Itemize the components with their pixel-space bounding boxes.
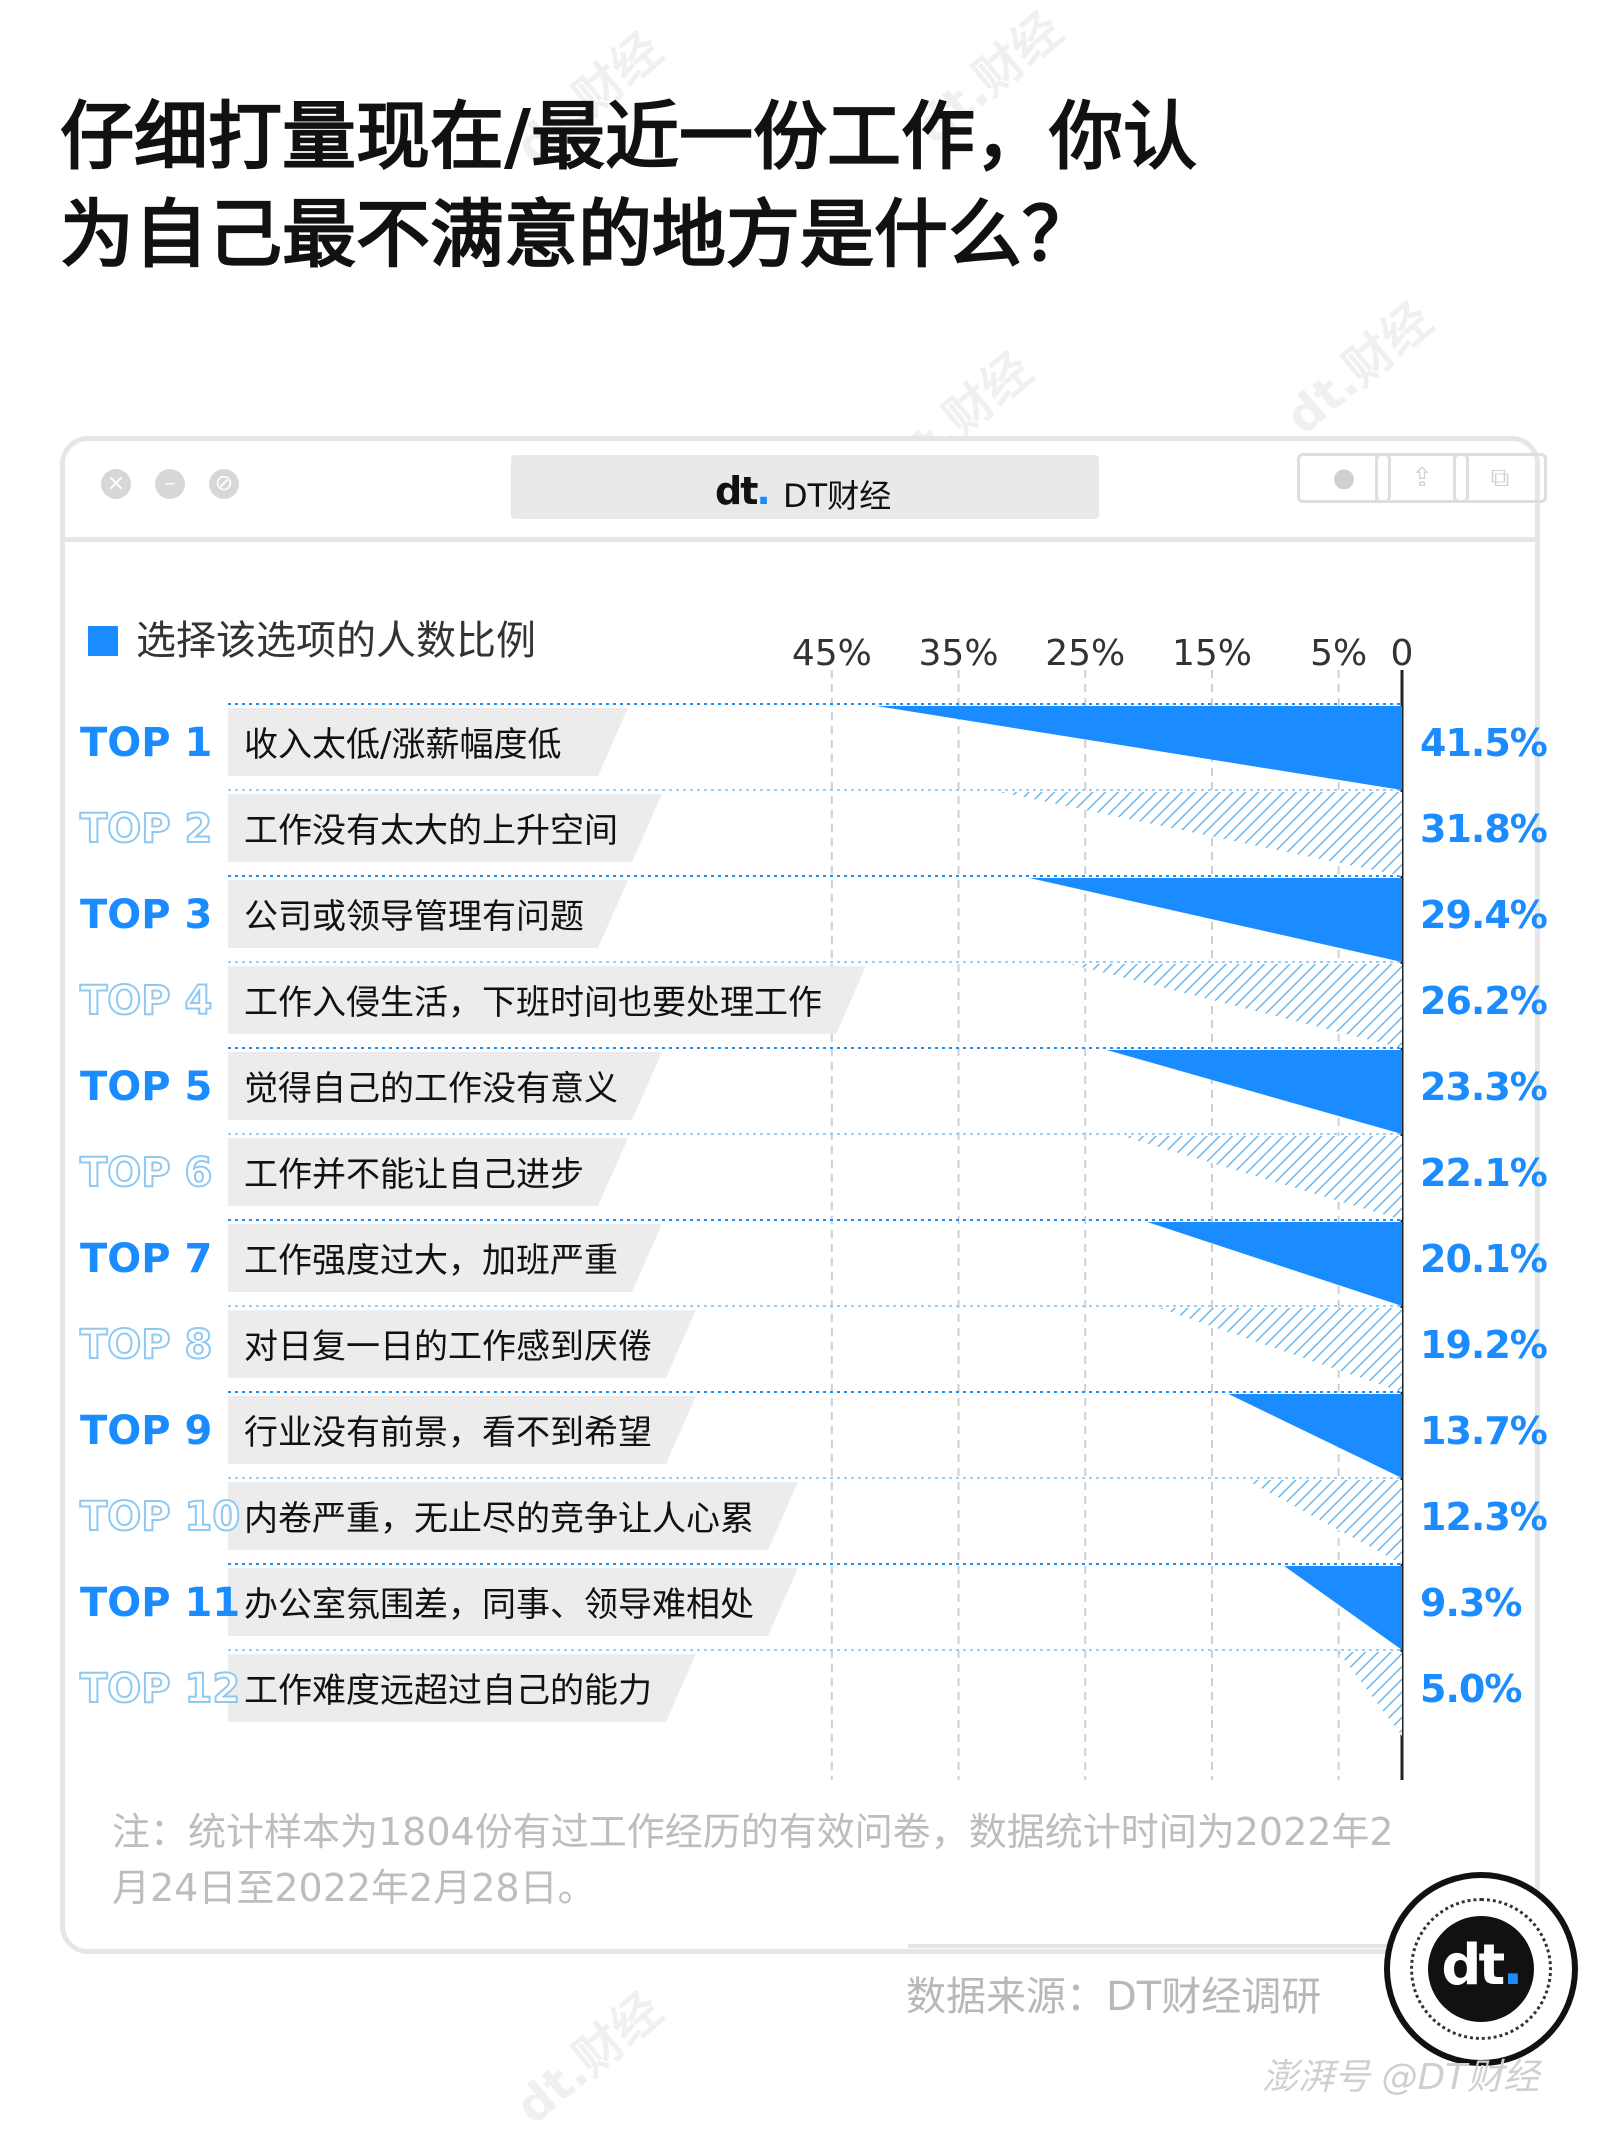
rank-label: TOP 2	[80, 806, 212, 852]
category-label: 工作并不能让自己进步	[244, 1155, 584, 1195]
category-band	[228, 1052, 662, 1120]
bar	[1147, 1222, 1402, 1306]
tick-label: 25%	[1045, 633, 1125, 674]
category-band	[228, 708, 628, 776]
badge-ring	[1410, 1898, 1552, 2040]
bar	[1158, 1308, 1402, 1392]
category-band	[228, 1568, 798, 1636]
category-label: 工作入侵生活，下班时间也要处理工作	[244, 983, 822, 1023]
category-label: 公司或领导管理有问题	[244, 897, 584, 937]
bar	[1029, 878, 1402, 962]
record-button[interactable]: ●	[1297, 453, 1391, 503]
watermark: dt.财经	[505, 1982, 673, 2136]
category-label: 对日复一日的工作感到厌倦	[244, 1327, 652, 1367]
category-band	[228, 880, 628, 948]
legend-swatch	[88, 626, 118, 656]
footnote: 注：统计样本为1804份有过工作经历的有效问卷，数据统计时间为2022年2月24…	[112, 1810, 1394, 1910]
window-tab[interactable]: dt. DT财经	[511, 455, 1099, 519]
value-label: 41.5%	[1420, 721, 1547, 765]
rank-label: TOP 7	[80, 1236, 212, 1282]
category-label: 工作强度过大，加班严重	[244, 1241, 618, 1281]
value-label: 23.3%	[1420, 1065, 1547, 1109]
category-label: 觉得自己的工作没有意义	[244, 1069, 618, 1109]
category-band	[228, 794, 662, 862]
dt-logo-icon: dt.	[1428, 1916, 1534, 2022]
value-label: 9.3%	[1420, 1581, 1521, 1625]
divider	[908, 1944, 1388, 1948]
rank-label: TOP 4	[80, 978, 212, 1024]
minimize-icon[interactable]: –	[155, 469, 185, 499]
category-band	[228, 1310, 696, 1378]
footer-credit: 澎湃号 @DT财经	[1262, 2057, 1540, 2098]
category-label: 收入太低/涨薪幅度低	[244, 725, 561, 765]
chart-legend: 选择该选项的人数比例	[88, 608, 536, 666]
category-label: 工作没有太大的上升空间	[244, 811, 618, 851]
category-band	[228, 1396, 696, 1464]
tick-label: 15%	[1172, 633, 1252, 674]
category-label: 内卷严重，无止尽的竞争让人心累	[244, 1499, 754, 1539]
bar	[876, 706, 1402, 790]
rank-label: TOP 6	[80, 1150, 212, 1196]
category-label: 工作难度远超过自己的能力	[244, 1671, 652, 1711]
bar	[1246, 1480, 1402, 1564]
value-label: 13.7%	[1420, 1409, 1547, 1453]
rank-label: TOP 3	[80, 892, 212, 938]
data-source: 数据来源：DT财经调研	[906, 1974, 1322, 2020]
category-band	[228, 966, 866, 1034]
value-label: 26.2%	[1420, 979, 1547, 1023]
bar	[1070, 964, 1402, 1048]
rank-label: TOP 1	[80, 720, 212, 766]
rank-label: TOP 5	[80, 1064, 212, 1110]
category-band	[228, 1138, 628, 1206]
value-label: 20.1%	[1420, 1237, 1547, 1281]
rank-label: TOP 11	[80, 1580, 240, 1626]
value-label: 5.0%	[1420, 1667, 1521, 1711]
category-label: 办公室氛围差，同事、领导难相处	[244, 1585, 754, 1625]
tab-label: DT财经	[783, 477, 892, 515]
rank-label: TOP 9	[80, 1408, 212, 1454]
category-band	[228, 1224, 662, 1292]
value-label: 19.2%	[1420, 1323, 1547, 1367]
rank-label: TOP 10	[80, 1494, 240, 1540]
bar	[999, 792, 1402, 876]
bar	[1228, 1394, 1402, 1478]
category-label: 行业没有前景，看不到希望	[244, 1413, 652, 1453]
tick-label: 0	[1391, 633, 1414, 674]
share-button[interactable]: ⇪	[1375, 453, 1469, 503]
rank-label: TOP 12	[80, 1666, 240, 1712]
page-title: 仔细打量现在/最近一份工作，你认为自己最不满意的地方是什么？	[60, 94, 1198, 278]
bar	[1121, 1136, 1402, 1220]
category-band	[228, 1482, 798, 1550]
tick-label: 5%	[1310, 633, 1367, 674]
value-label: 29.4%	[1420, 893, 1547, 937]
block-icon[interactable]: ⊘	[209, 469, 239, 499]
bar	[1106, 1050, 1402, 1134]
bar	[1338, 1652, 1402, 1736]
bar-chart: 45% 35% 25% 15% 5% 0 收入太低/涨薪幅度低 TOP 1 41.5% 工作没有太…	[79, 633, 1548, 1780]
tick-label: 45%	[792, 633, 872, 674]
dt-logo-icon: dt.	[715, 469, 771, 513]
tick-label: 35%	[919, 633, 999, 674]
value-label: 22.1%	[1420, 1151, 1547, 1195]
dt-badge-logo: dt.	[1384, 1872, 1578, 2066]
copy-button[interactable]: ⧉	[1453, 453, 1547, 503]
window-titlebar: × – ⊘ dt. DT财经 ● ⇪ ⧉	[65, 441, 1547, 542]
close-icon[interactable]: ×	[101, 469, 131, 499]
bar	[1284, 1566, 1402, 1650]
value-label: 31.8%	[1420, 807, 1547, 851]
value-label: 12.3%	[1420, 1495, 1547, 1539]
legend-label: 选择该选项的人数比例	[136, 618, 536, 664]
rank-label: TOP 8	[80, 1322, 212, 1368]
category-band	[228, 1654, 696, 1722]
